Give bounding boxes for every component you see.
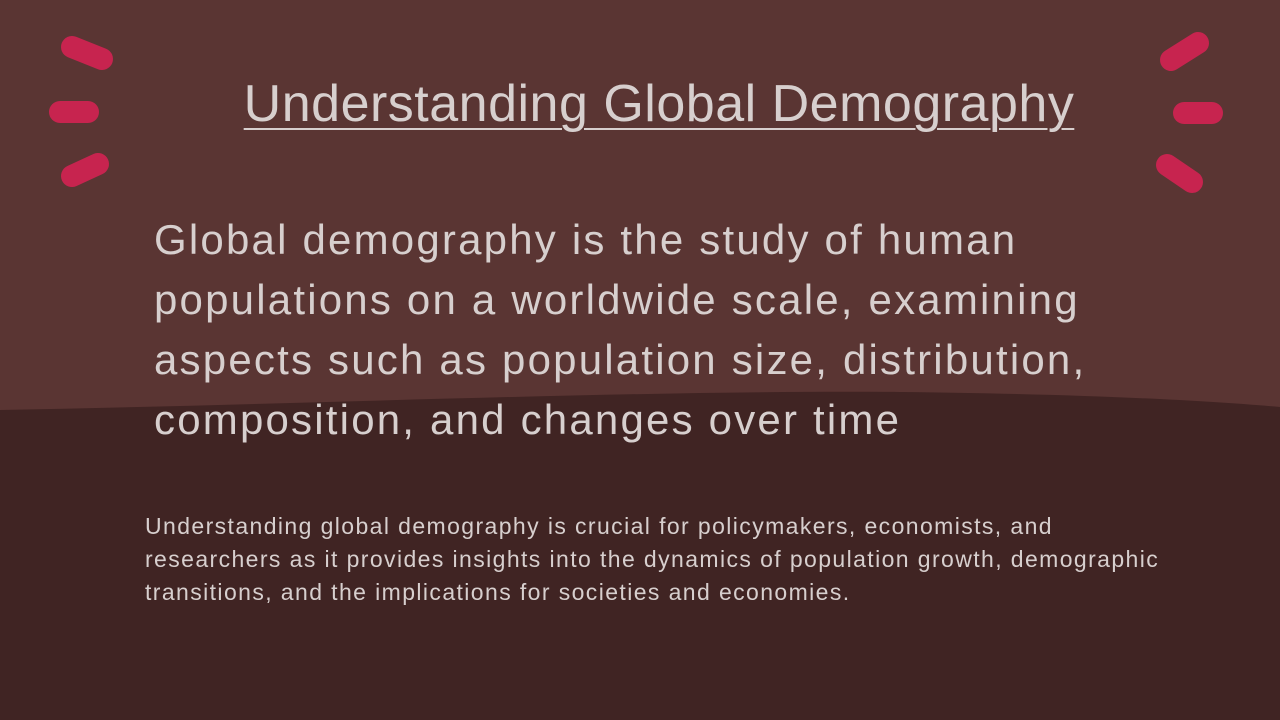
slide-title: Understanding Global Demography [243,75,1075,133]
supporting-paragraph: Understanding global demography is cruci… [145,513,1160,605]
burst-lines-right-icon [1156,32,1223,193]
burst-lines-left-icon [49,36,113,187]
lead-paragraph: Global demography is the study of human … [154,216,1087,443]
